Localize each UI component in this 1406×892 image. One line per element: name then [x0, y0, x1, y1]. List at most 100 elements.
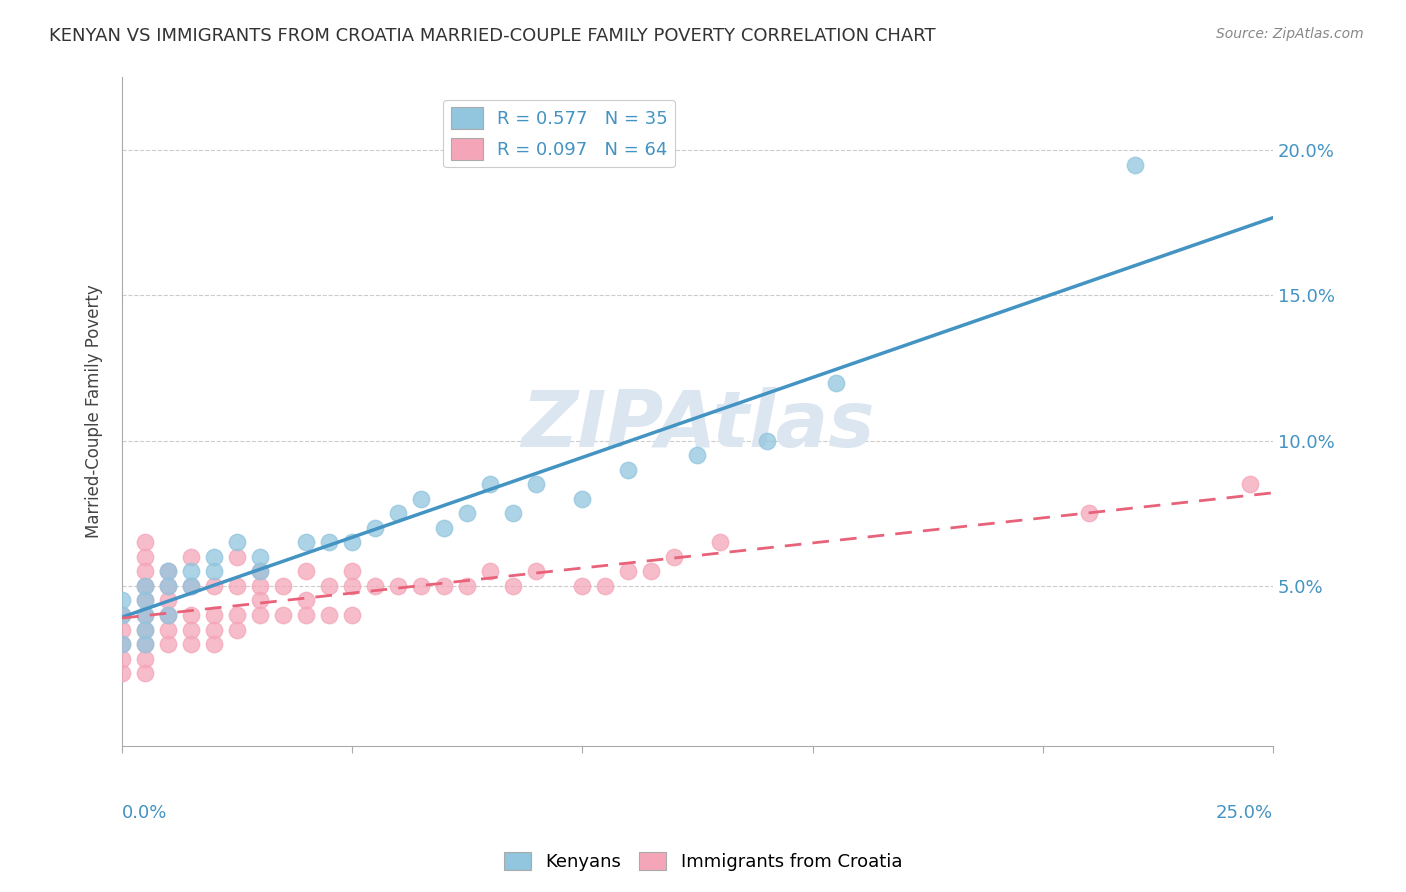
Point [157, 579, 180, 593]
Point [157, 593, 180, 607]
Point [134, 607, 156, 622]
Point [180, 607, 202, 622]
Point [111, 593, 134, 607]
Point [180, 637, 202, 651]
Text: 0.0%: 0.0% [122, 804, 167, 822]
Point [271, 607, 294, 622]
Point [111, 607, 134, 622]
Point [433, 521, 456, 535]
Point [111, 637, 134, 651]
Point [134, 651, 156, 665]
Point [387, 579, 409, 593]
Point [180, 579, 202, 593]
Point [226, 535, 249, 549]
Point [295, 593, 318, 607]
Point [755, 434, 778, 448]
Point [202, 637, 225, 651]
Point [342, 607, 364, 622]
Point [134, 607, 156, 622]
Point [318, 607, 340, 622]
Point [111, 623, 134, 637]
Point [709, 535, 731, 549]
Point [180, 579, 202, 593]
Point [433, 579, 456, 593]
Point [342, 565, 364, 579]
Point [524, 477, 547, 491]
Point [456, 579, 478, 593]
Point [479, 477, 502, 491]
Legend: R = 0.577   N = 35, R = 0.097   N = 64: R = 0.577 N = 35, R = 0.097 N = 64 [443, 100, 675, 168]
Point [502, 579, 524, 593]
Point [295, 565, 318, 579]
Point [595, 579, 617, 593]
Point [1123, 158, 1146, 172]
Point [502, 506, 524, 520]
Point [249, 607, 271, 622]
Point [134, 579, 156, 593]
Point [1239, 477, 1261, 491]
Legend: Kenyans, Immigrants from Croatia: Kenyans, Immigrants from Croatia [496, 845, 910, 879]
Point [157, 637, 180, 651]
Text: KENYAN VS IMMIGRANTS FROM CROATIA MARRIED-COUPLE FAMILY POVERTY CORRELATION CHAR: KENYAN VS IMMIGRANTS FROM CROATIA MARRIE… [49, 27, 936, 45]
Point [411, 491, 433, 506]
Point [295, 535, 318, 549]
Point [157, 565, 180, 579]
Point [364, 521, 387, 535]
Point [202, 607, 225, 622]
Point [640, 565, 662, 579]
Text: Source: ZipAtlas.com: Source: ZipAtlas.com [1216, 27, 1364, 41]
Point [249, 593, 271, 607]
Point [318, 579, 340, 593]
Point [226, 607, 249, 622]
Point [249, 565, 271, 579]
Point [686, 448, 709, 462]
Point [134, 637, 156, 651]
Point [295, 607, 318, 622]
Point [571, 491, 593, 506]
Point [134, 549, 156, 564]
Point [111, 651, 134, 665]
Point [180, 623, 202, 637]
Point [202, 579, 225, 593]
Point [134, 593, 156, 607]
Point [202, 623, 225, 637]
Point [134, 666, 156, 681]
Text: 25.0%: 25.0% [1216, 804, 1272, 822]
Point [617, 565, 640, 579]
Text: ZIPAtlas: ZIPAtlas [520, 387, 875, 463]
Point [318, 535, 340, 549]
Point [479, 565, 502, 579]
Point [157, 607, 180, 622]
Point [134, 579, 156, 593]
Point [134, 565, 156, 579]
Point [456, 506, 478, 520]
Point [226, 623, 249, 637]
Point [202, 565, 225, 579]
Point [524, 565, 547, 579]
Point [617, 463, 640, 477]
Point [387, 506, 409, 520]
Point [342, 535, 364, 549]
Point [157, 623, 180, 637]
Y-axis label: Married-Couple Family Poverty: Married-Couple Family Poverty [86, 285, 103, 539]
Point [180, 565, 202, 579]
Point [249, 549, 271, 564]
Point [134, 593, 156, 607]
Point [249, 565, 271, 579]
Point [134, 623, 156, 637]
Point [157, 579, 180, 593]
Point [249, 579, 271, 593]
Point [202, 549, 225, 564]
Point [134, 623, 156, 637]
Point [111, 607, 134, 622]
Point [226, 579, 249, 593]
Point [134, 535, 156, 549]
Point [134, 637, 156, 651]
Point [111, 666, 134, 681]
Point [271, 579, 294, 593]
Point [571, 579, 593, 593]
Point [824, 376, 846, 390]
Point [1077, 506, 1099, 520]
Point [157, 565, 180, 579]
Point [226, 549, 249, 564]
